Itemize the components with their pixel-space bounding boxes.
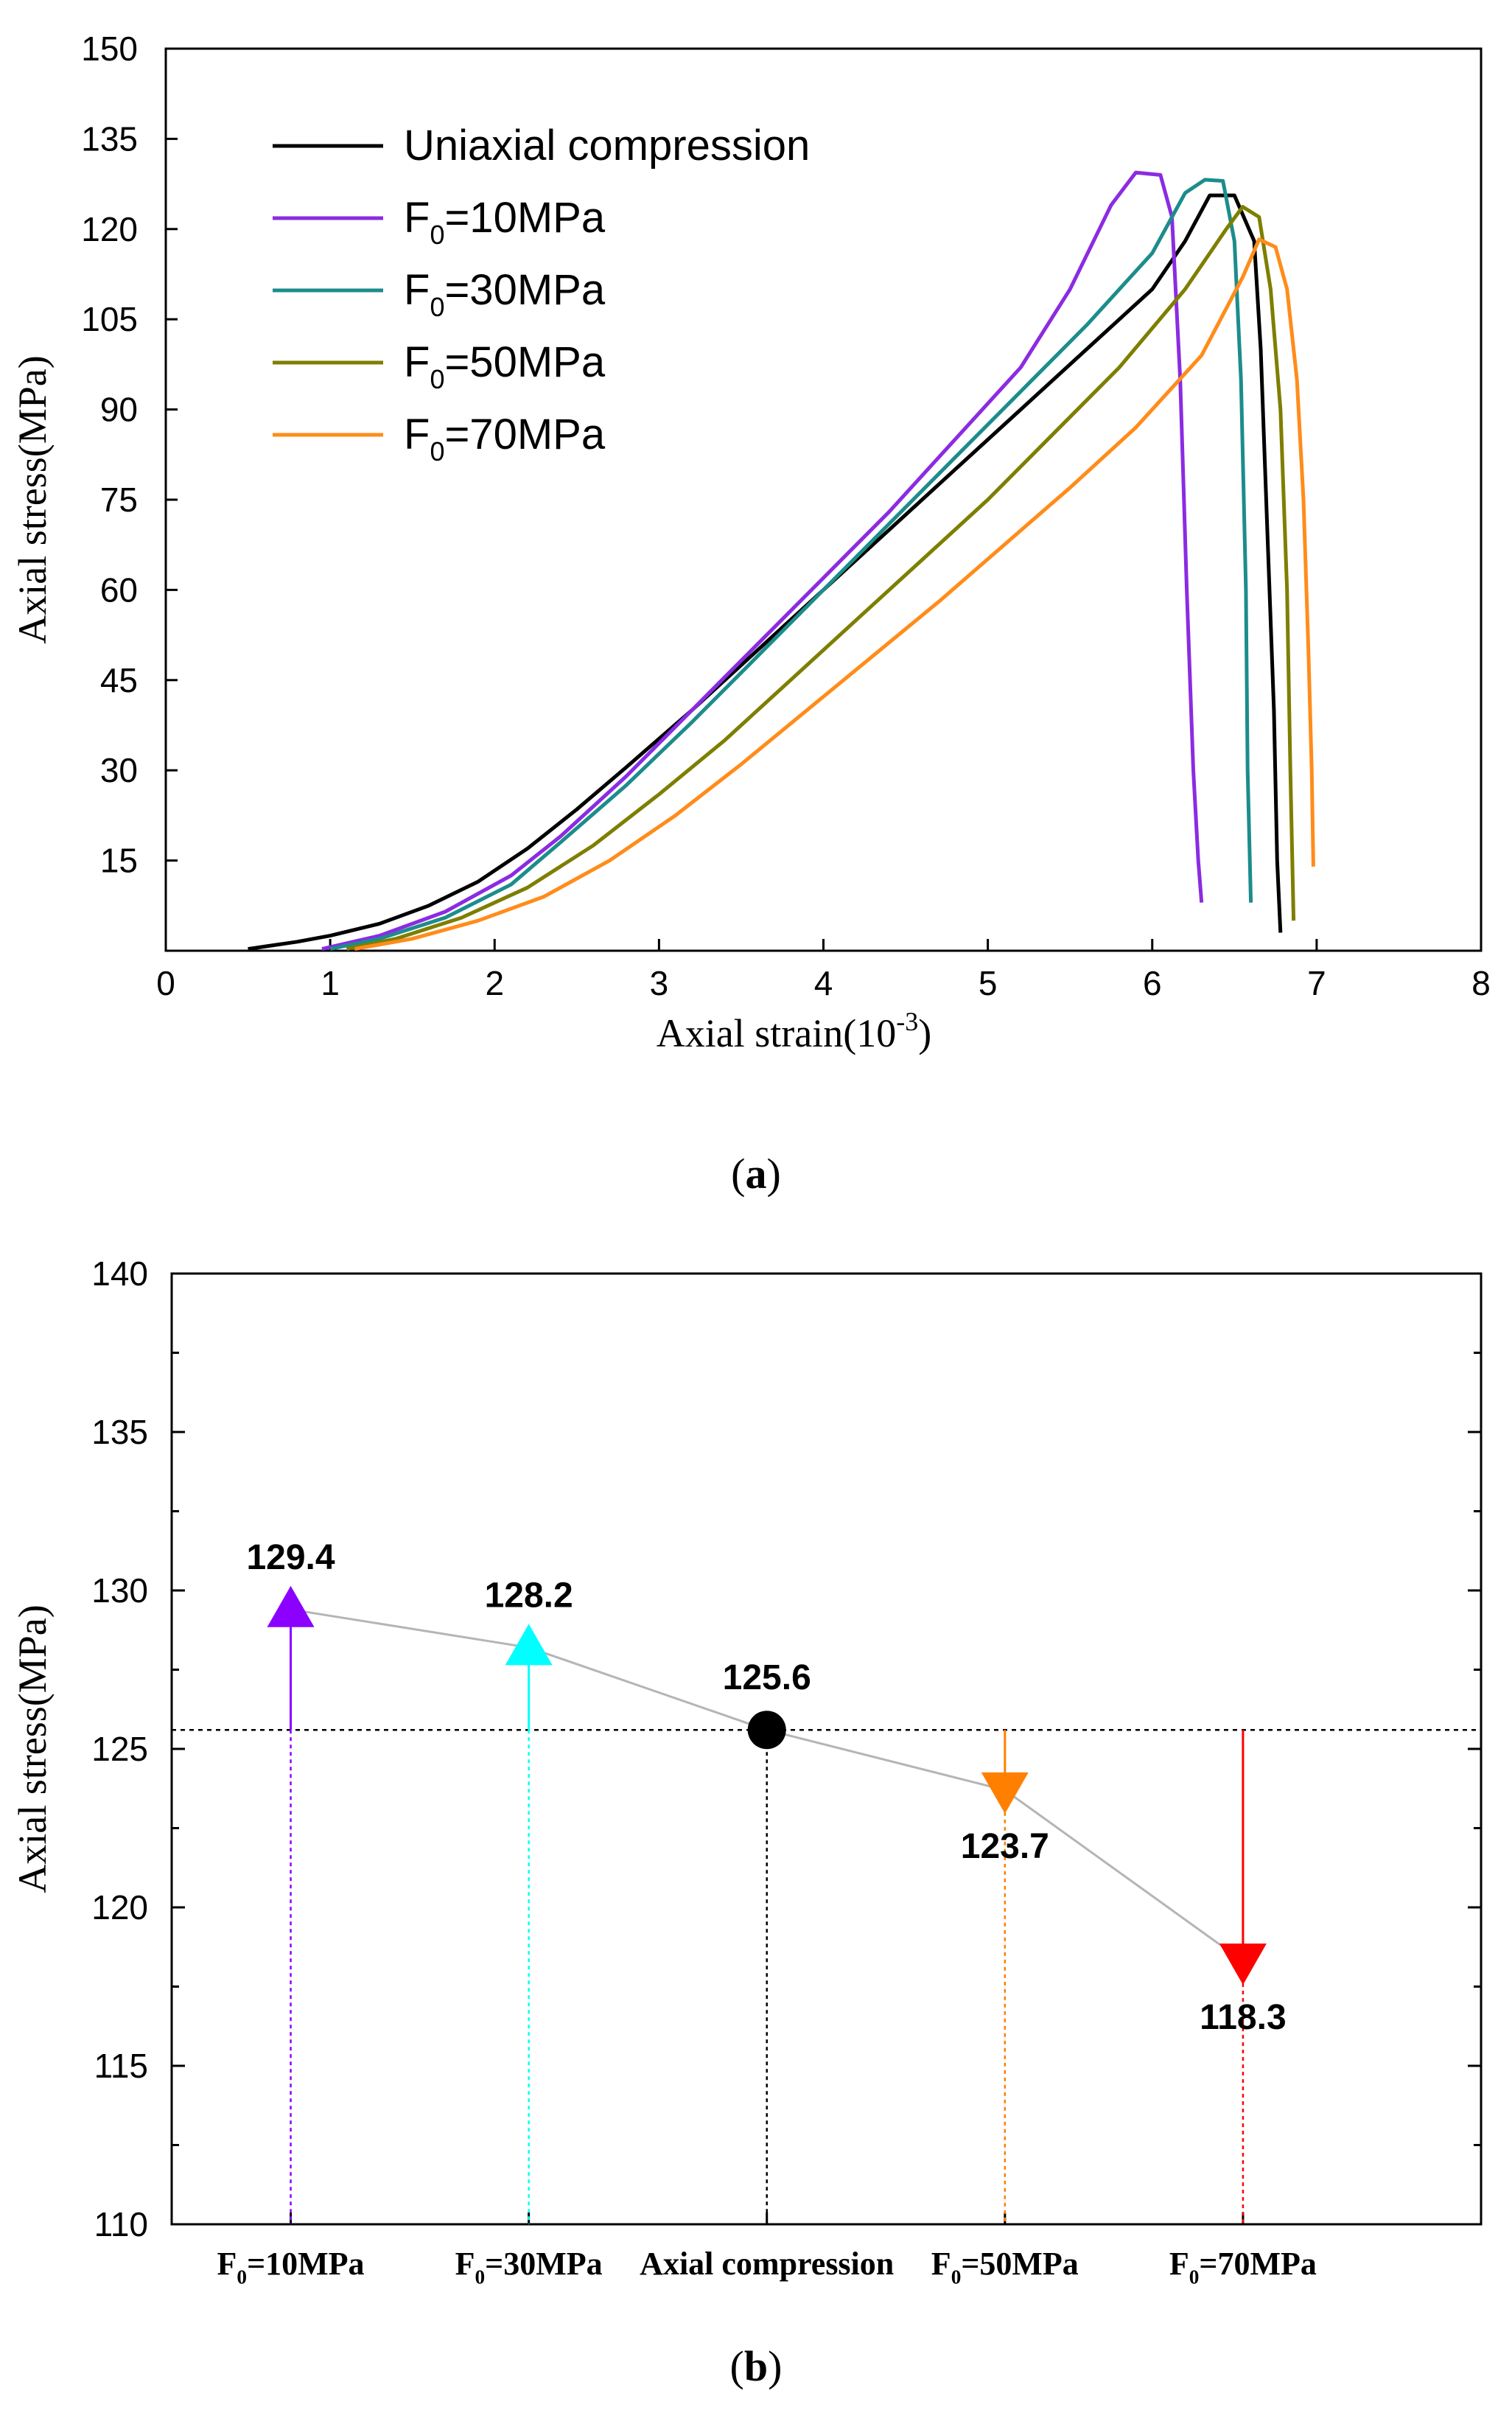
- category-label-1: F0=30MPa: [455, 2246, 603, 2288]
- y-tick-label-b: 140: [91, 1254, 148, 1293]
- y-tick-label-b: 120: [91, 1888, 148, 1927]
- legend-label-2-subscript: 0: [430, 292, 444, 322]
- x-tick-label-a: 4: [814, 964, 833, 1002]
- legend-label-4-subscript: 0: [430, 436, 444, 467]
- y-tick-label-a: 135: [81, 119, 138, 158]
- data-label-0: 129.4: [246, 1538, 335, 1577]
- series-line-1: [321, 170, 1204, 951]
- category-label-4: F0=70MPa: [1169, 2246, 1317, 2288]
- y-tick-label-a: 105: [81, 300, 138, 338]
- data-label-4: 118.3: [1200, 1998, 1286, 2037]
- series-line-0: [248, 193, 1283, 951]
- data-label-1: 128.2: [485, 1576, 573, 1615]
- marker-circle-2: [747, 1711, 786, 1750]
- panel-b-caption: (b): [730, 2342, 783, 2390]
- marker-triangle-up-0: [267, 1585, 315, 1627]
- category-label-4-text: F: [1169, 2246, 1189, 2282]
- legend-label-2-suffix: =30MPa: [444, 266, 605, 314]
- x-tick-label-a: 6: [1143, 964, 1162, 1002]
- x-tick-label-a: 5: [979, 964, 998, 1002]
- marker-triangle-up-1: [505, 1624, 553, 1666]
- legend-label-4-text: F: [404, 411, 430, 458]
- x-tick-label-a: 0: [156, 964, 175, 1002]
- y-tick-label-a: 60: [100, 570, 138, 609]
- category-label-0: F0=10MPa: [217, 2246, 365, 2288]
- series-line-4: [354, 237, 1315, 951]
- category-label-4-subscript: 0: [1189, 2266, 1200, 2288]
- category-label-4-suffix: =70MPa: [1199, 2246, 1316, 2282]
- x-axis-label-a-exponent: -3: [896, 1007, 918, 1036]
- legend-label-3-suffix: =50MPa: [444, 338, 605, 386]
- legend-label-3: F0=50MPa: [404, 338, 606, 394]
- y-tick-label-b: 130: [91, 1571, 148, 1610]
- series-line-2: [329, 178, 1253, 951]
- category-label-2: Axial compression: [640, 2246, 894, 2282]
- category-label-3-subscript: 0: [951, 2266, 962, 2288]
- legend-label-1-text: F: [404, 194, 430, 242]
- legend-label-3-subscript: 0: [430, 364, 444, 394]
- series-line-3: [346, 205, 1296, 951]
- y-tick-label-b: 115: [94, 2047, 148, 2085]
- legend-label-0: Uniaxial compression: [404, 122, 810, 170]
- legend-label-2-text: F: [404, 266, 430, 314]
- y-tick-label-b: 135: [91, 1413, 148, 1451]
- category-label-0-text: F: [217, 2246, 237, 2282]
- category-label-0-subscript: 0: [237, 2266, 247, 2288]
- data-label-2: 125.6: [723, 1658, 811, 1697]
- x-tick-label-a: 8: [1471, 964, 1491, 1002]
- y-axis-label-a: Axial stress(MPa): [10, 355, 55, 643]
- y-tick-label-a: 45: [100, 661, 138, 699]
- category-label-2-text: Axial compression: [640, 2246, 894, 2282]
- y-axis-label-b: Axial stress(MPa): [10, 1604, 55, 1893]
- data-label-3: 123.7: [961, 1827, 1049, 1866]
- marker-triangle-down-4: [1219, 1943, 1267, 1985]
- y-tick-label-b: 125: [91, 1730, 148, 1768]
- category-label-1-text: F: [455, 2246, 475, 2282]
- x-tick-label-a: 7: [1307, 964, 1326, 1002]
- y-tick-label-a: 90: [100, 391, 138, 429]
- y-tick-label-a: 150: [81, 29, 138, 68]
- category-label-3-text: F: [931, 2246, 951, 2282]
- panel-b-caption-letter: b: [744, 2342, 768, 2390]
- legend-label-1-subscript: 0: [430, 220, 444, 250]
- x-tick-label-a: 2: [485, 964, 504, 1002]
- category-label-3-suffix: =50MPa: [961, 2246, 1078, 2282]
- legend-label-4: F0=70MPa: [404, 411, 606, 467]
- x-tick-label-a: 3: [650, 964, 669, 1002]
- legend-label-1: F0=10MPa: [404, 194, 606, 250]
- legend-label-1-suffix: =10MPa: [444, 194, 605, 242]
- legend-label-3-text: F: [404, 338, 430, 386]
- panel-a-caption-letter: a: [746, 1150, 767, 1198]
- marker-triangle-down-3: [981, 1772, 1029, 1814]
- y-tick-label-b: 110: [94, 2205, 148, 2243]
- panel-a-caption: (a): [731, 1150, 781, 1198]
- y-tick-label-a: 30: [100, 751, 138, 789]
- legend-label-4-suffix: =70MPa: [444, 411, 605, 458]
- category-label-1-suffix: =30MPa: [485, 2246, 602, 2282]
- x-axis-label-a-text: Axial strain(10: [657, 1011, 896, 1055]
- y-tick-label-a: 75: [100, 481, 138, 519]
- category-label-0-suffix: =10MPa: [247, 2246, 364, 2282]
- y-tick-label-a: 15: [100, 842, 138, 880]
- category-label-3: F0=50MPa: [931, 2246, 1079, 2288]
- x-axis-label-a-tail: ): [918, 1011, 931, 1055]
- x-axis-label-a: Axial strain(10-3): [657, 1007, 931, 1055]
- x-tick-label-a: 1: [321, 964, 340, 1002]
- y-tick-label-a: 120: [81, 210, 138, 248]
- legend-label-2: F0=30MPa: [404, 266, 606, 322]
- category-label-1-subscript: 0: [475, 2266, 486, 2288]
